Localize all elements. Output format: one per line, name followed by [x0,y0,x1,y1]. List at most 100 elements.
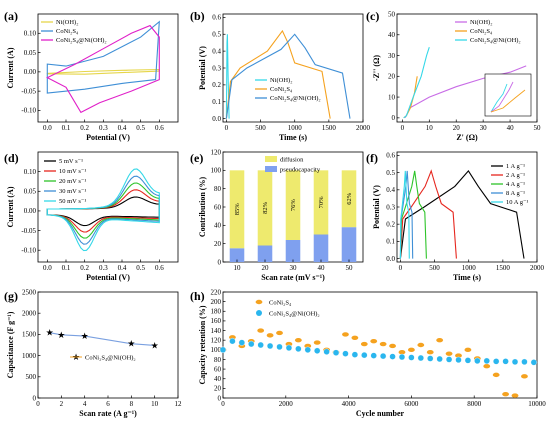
data-point [332,349,340,356]
y-tick-label: 220 [211,288,222,296]
data-point [304,346,311,354]
x-tick-label: 40 [318,264,326,272]
x-tick-label: 8 [130,400,134,408]
y-tick-label: 0.5 [212,31,221,39]
x-tick-label: 4000 [342,400,357,408]
data-point [351,335,359,340]
bar-pseudocapacity [341,227,357,262]
panel-d: (d) 0.0 0.1 0.2 0.3 0.4 0.5 0.6 -0.10 -0.05 0.00 0.… [4,151,179,282]
data-point [360,341,368,347]
data-point [294,337,302,343]
data-point [229,335,236,340]
series-line [46,20,160,94]
y-tick-label: 20 [214,240,222,248]
y-tick-label: 500 [26,373,37,381]
y-tick-label: 80 [214,356,222,364]
y-tick-label: 160 [211,317,222,325]
axes-frame [222,13,364,123]
legend-swatch [265,166,277,172]
data-point-star: ★ [127,339,135,349]
data-point [285,344,293,352]
y-tick-label: 180 [211,308,222,316]
data-point [455,356,462,364]
legend-item-label: CoNi₂S₄@Ni(OH)₂ [470,37,521,44]
data-point [521,374,528,379]
data-point [530,359,538,366]
series-line [225,33,351,119]
x-tick-label: 500 [429,264,440,272]
x-tick-label: 20 [262,264,270,272]
x-axis-label: Time (s) [453,273,481,282]
data-point [492,372,500,378]
y-tick-label: 30 [388,52,396,60]
y-tick-label: -0.05 [21,227,36,235]
data-point [295,345,302,353]
legend-item-label: 30 mV s⁻¹ [59,188,86,195]
x-tick-label: 30 [290,264,298,272]
data-point [379,341,387,347]
series-line [46,189,160,233]
x-tick-label: 0.1 [62,264,71,272]
x-tick-label: 20 [453,124,461,132]
x-tick-label: 2000 [279,400,294,408]
y-tick-label: 20 [388,73,396,81]
series-line [225,29,331,119]
panel-label: (h) [190,289,205,303]
y-tick-label: 40 [388,31,396,39]
y-tick-label: 0.0 [212,115,221,123]
y-tick-label: -0.05 [21,87,36,95]
y-tick-label: 0.00 [24,207,37,215]
data-point [389,353,396,360]
x-tick-label: 500 [255,124,266,132]
y-tick-label: 0.4 [386,186,395,194]
y-tick-label: 40 [214,222,222,230]
x-axis-label: Potential (V) [86,133,130,142]
y-tick-label: 60 [214,365,222,373]
y-tick-label: 1000 [22,352,37,360]
data-point [502,391,509,397]
legend-swatch [255,299,263,305]
series-line [399,169,457,259]
data-point-star: ★ [81,331,89,341]
data-point [455,353,462,358]
legend-item-label: 4 A g⁻¹ [506,181,525,188]
y-tick-label: 2500 [22,288,37,296]
bar-diffusion [257,170,273,246]
data-point [417,342,425,348]
legend-item-label: CoNi₂S₄@Ni(OH)₂ [56,37,107,44]
data-point [266,333,274,338]
x-tick-label: 4 [83,400,87,408]
bar-diffusion [313,170,329,235]
y-tick-label: 40 [214,375,222,383]
series-line [399,170,427,259]
x-tick-label: 0 [221,400,225,408]
y-tick-label: 100 [211,346,222,354]
y-tick-label: 0.4 [212,47,221,55]
x-tick-label: 50 [534,124,542,132]
data-point [238,339,246,346]
data-point [436,337,444,343]
bar-diffusion [285,170,301,240]
data-point [492,358,500,365]
data-point [408,354,415,361]
x-tick-label: 0 [36,400,40,408]
data-point [313,340,321,345]
series-line [46,168,160,252]
panel-a: (a) 0.0 0.1 0.2 0.3 0.4 0.5 0.6 -0.10 -0.05 0.00 0.… [4,9,179,142]
axes-frame [396,13,538,123]
panel-label: (f) [366,151,378,165]
y-tick-label: 0.10 [24,30,37,38]
x-tick-label: 40 [507,124,515,132]
bar-pseudocapacity [313,234,329,262]
data-point [229,337,236,345]
bar-value-label: 82% [262,201,269,214]
data-point [351,351,359,358]
data-point [445,351,453,356]
legend-label: pseudocapacity [280,167,321,174]
y-tick-label: 0 [218,394,222,402]
x-tick-label: 0.0 [43,264,52,272]
data-point [483,357,490,365]
panel-label: (a) [4,9,18,23]
data-point [323,348,330,355]
y-tick-label: -0.10 [21,247,36,255]
